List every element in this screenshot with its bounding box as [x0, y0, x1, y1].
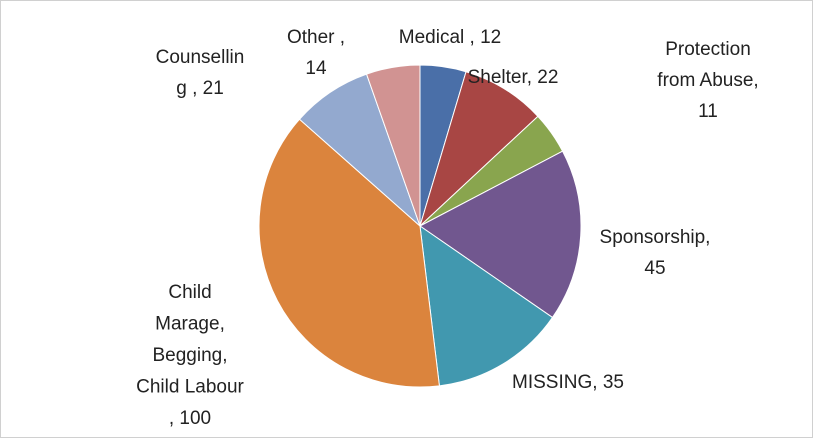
slice-label: from Abuse,: [657, 70, 758, 91]
pie-slice: [365, 64, 421, 227]
slice-label: 14: [305, 58, 327, 79]
pie-slice: [419, 150, 582, 319]
slice-label: Protection: [665, 39, 751, 60]
slice-label: Shelter, 22: [468, 67, 559, 88]
slice-label: Child Labour: [136, 377, 244, 398]
slice-label: Child: [168, 282, 211, 303]
slice-label: MISSING, 35: [512, 372, 624, 393]
slice-label: Other ,: [287, 27, 345, 48]
slice-label: Marage,: [155, 314, 225, 335]
slice-label: 11: [698, 101, 718, 122]
slice-label: g , 21: [176, 78, 224, 99]
slice-label: Begging,: [152, 345, 227, 366]
slice-label: , 100: [169, 408, 211, 429]
slice-label: Counsellin: [156, 47, 245, 68]
slice-label: 45: [644, 258, 665, 279]
slice-label: Sponsorship,: [600, 227, 711, 248]
pie-slice: [418, 71, 539, 228]
pie-slice: [258, 118, 440, 388]
pie-slice: [419, 224, 554, 387]
slice-label: Medical , 12: [399, 27, 501, 48]
